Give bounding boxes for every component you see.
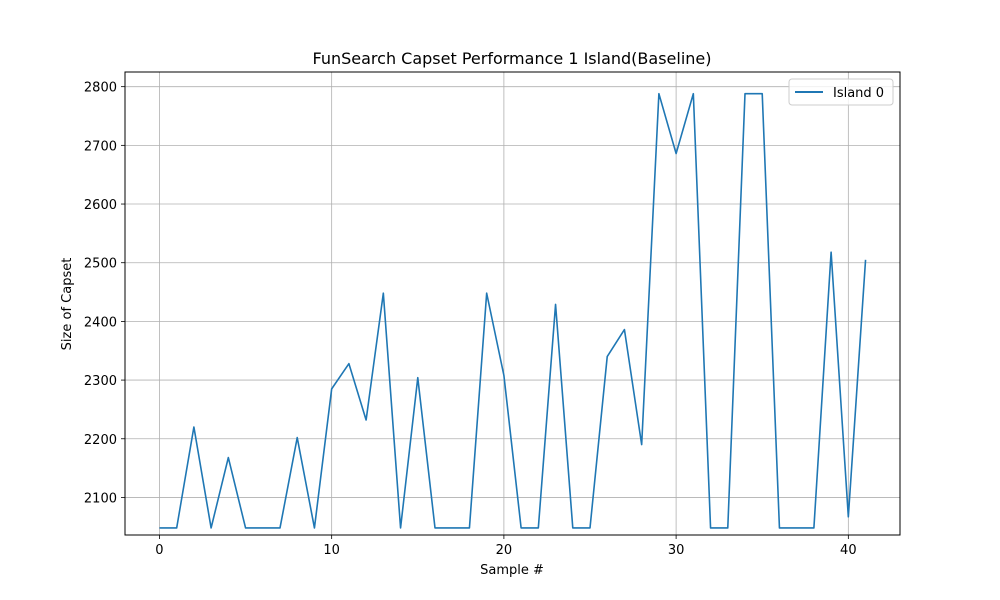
y-tick-label: 2700 bbox=[84, 139, 117, 154]
data-point bbox=[417, 377, 419, 379]
y-tick-label: 2300 bbox=[84, 374, 117, 389]
data-point bbox=[744, 93, 746, 95]
data-point bbox=[779, 527, 781, 529]
legend: Island 0 bbox=[788, 78, 894, 106]
data-point bbox=[572, 527, 574, 529]
y-tick-label: 2800 bbox=[84, 81, 117, 96]
data-point bbox=[383, 292, 385, 294]
y-tick-label: 2100 bbox=[84, 491, 117, 506]
data-point bbox=[331, 388, 333, 390]
y-axis: 2100 2200 2300 2400 2500 2600 2700 2800 bbox=[84, 81, 125, 506]
grid-lines bbox=[125, 72, 900, 535]
x-axis: 0 10 20 30 40 bbox=[155, 535, 857, 558]
x-tick-label: 30 bbox=[668, 543, 685, 558]
data-point bbox=[865, 259, 867, 261]
data-point bbox=[641, 444, 643, 446]
y-axis-label: Size of Capset bbox=[60, 258, 75, 351]
plot-frame bbox=[124, 71, 901, 536]
data-point bbox=[813, 527, 815, 529]
y-tick-label: 2400 bbox=[84, 315, 117, 330]
data-point bbox=[830, 251, 832, 253]
x-tick-label: 20 bbox=[496, 543, 513, 558]
x-tick-label: 10 bbox=[323, 543, 340, 558]
data-point bbox=[176, 527, 178, 529]
data-point bbox=[434, 527, 436, 529]
x-tick-label: 0 bbox=[155, 543, 163, 558]
data-point bbox=[262, 527, 264, 529]
data-point bbox=[451, 527, 453, 529]
series-layer bbox=[159, 92, 867, 529]
data-point bbox=[727, 527, 729, 529]
data-point bbox=[710, 527, 712, 529]
data-point bbox=[348, 363, 350, 365]
x-tick-label: 40 bbox=[840, 543, 857, 558]
data-point bbox=[228, 457, 230, 459]
data-point bbox=[658, 93, 660, 95]
data-point bbox=[589, 527, 591, 529]
series-line-island-0 bbox=[159, 92, 867, 529]
data-point bbox=[314, 527, 316, 529]
data-point bbox=[486, 292, 488, 294]
y-tick-label: 2600 bbox=[84, 198, 117, 213]
data-point bbox=[365, 419, 367, 421]
data-point bbox=[796, 527, 798, 529]
data-point bbox=[555, 304, 557, 306]
data-point bbox=[296, 437, 298, 439]
data-point bbox=[520, 527, 522, 529]
data-point bbox=[606, 356, 608, 358]
data-point bbox=[469, 527, 471, 529]
data-point bbox=[503, 375, 505, 377]
data-point bbox=[193, 426, 195, 428]
data-point bbox=[279, 527, 281, 529]
data-point bbox=[675, 153, 677, 155]
legend-box bbox=[788, 78, 894, 106]
y-tick-label: 2200 bbox=[84, 433, 117, 448]
data-point bbox=[400, 527, 402, 529]
data-point bbox=[159, 527, 161, 529]
data-point bbox=[538, 527, 540, 529]
x-axis-label: Sample # bbox=[480, 563, 544, 578]
data-point bbox=[693, 93, 695, 95]
data-point bbox=[848, 516, 850, 518]
y-tick-label: 2500 bbox=[84, 257, 117, 272]
data-point bbox=[245, 527, 247, 529]
chart-title: FunSearch Capset Performance 1 Island(Ba… bbox=[313, 49, 712, 68]
data-point bbox=[761, 93, 763, 95]
legend-label-island-0: Island 0 bbox=[833, 86, 884, 101]
data-point bbox=[210, 527, 212, 529]
data-point bbox=[624, 329, 626, 331]
